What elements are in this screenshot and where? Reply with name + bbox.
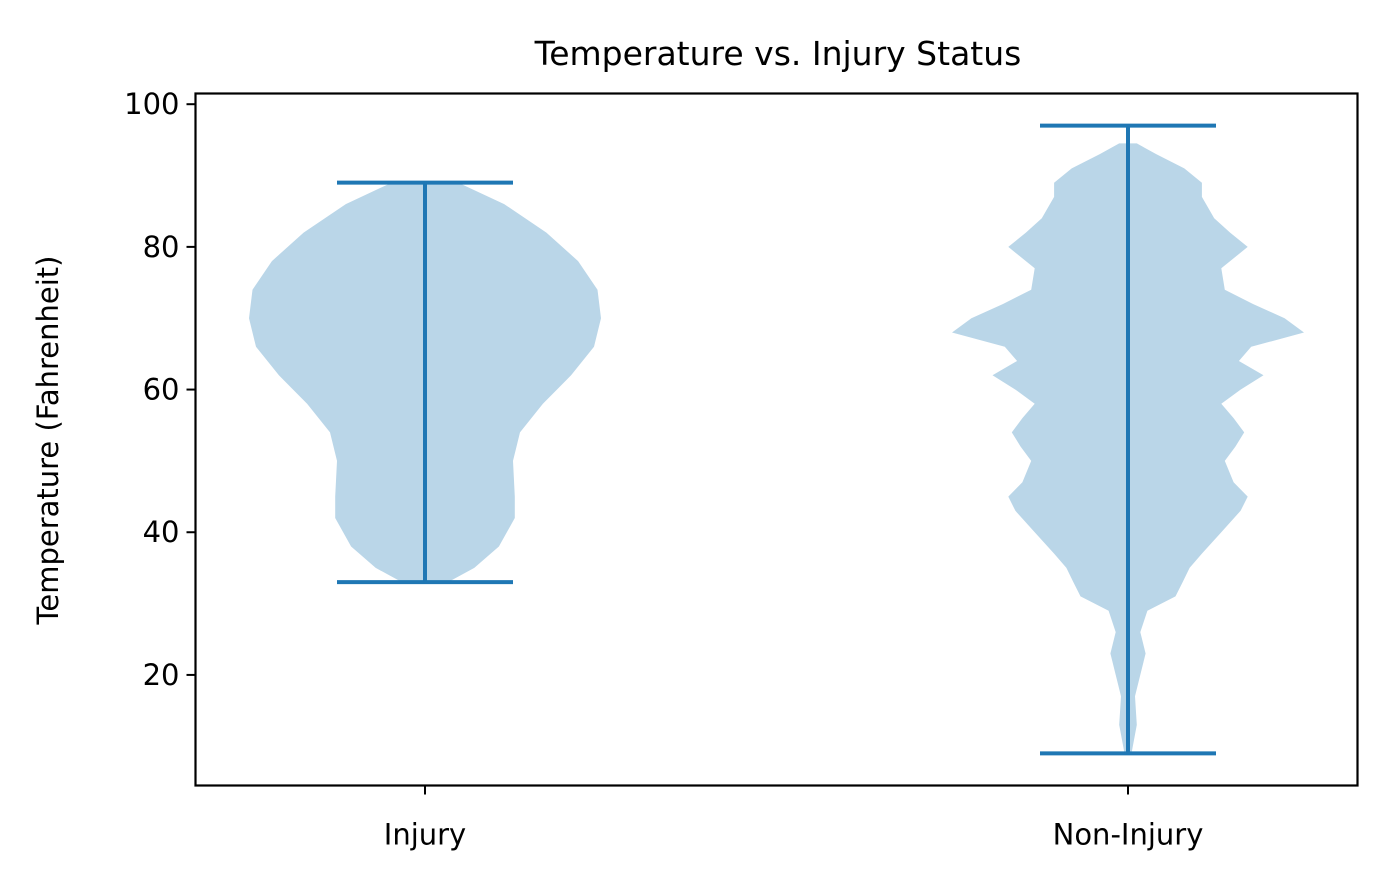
plot-frame bbox=[194, 92, 1359, 787]
y-tick-label: 20 bbox=[143, 658, 180, 692]
x-axis-ticks: Injury Non-Injury bbox=[384, 785, 1204, 852]
y-tick-label: 100 bbox=[124, 87, 179, 121]
violins-layer bbox=[249, 123, 1304, 756]
y-tick-label: 60 bbox=[143, 373, 180, 407]
chart-title: Temperature vs. Injury Status bbox=[534, 34, 1022, 73]
x-tick-label: Injury bbox=[384, 818, 466, 852]
y-tick-label: 80 bbox=[143, 230, 180, 264]
y-axis-label: Temperature (Fahrenheit) bbox=[31, 256, 65, 626]
y-tick-label: 40 bbox=[143, 515, 180, 549]
y-axis-ticks: 20 40 60 80 100 bbox=[124, 87, 196, 692]
x-tick-label: Non-Injury bbox=[1053, 818, 1204, 852]
